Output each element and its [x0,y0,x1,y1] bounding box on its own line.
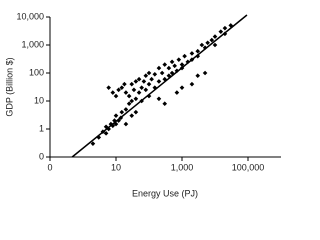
point [166,65,172,71]
point [212,34,218,39]
point [156,96,162,102]
point [179,62,185,67]
point [113,113,119,118]
y-axis-title: GDP (Billion $) [4,57,14,116]
point [199,42,205,48]
point [222,25,228,31]
point [146,81,152,87]
point [119,85,125,90]
point [110,90,116,95]
x-axis-title: Energy Use (PJ) [132,188,198,198]
point [123,90,129,95]
point [152,71,158,77]
trend-line [71,14,248,158]
point [162,101,168,107]
point [143,73,149,79]
point [123,107,129,112]
point [123,121,129,127]
point [174,90,180,95]
point [209,37,215,43]
x-tick-label: 10 [111,162,121,172]
point [195,73,201,79]
point [136,76,142,82]
point [146,70,152,76]
point [162,76,168,82]
point [182,53,187,59]
point [129,113,135,118]
point [122,81,127,87]
point [139,85,144,90]
point [185,59,191,65]
chart: Energy Use (PJ) GDP (Billion $) 01101001… [4,11,281,198]
point [156,79,162,84]
point [133,96,139,102]
point [141,79,147,84]
point [218,29,224,34]
y-tick-label: 1 [39,123,44,133]
point [116,87,121,93]
point [131,87,137,93]
point [136,90,142,95]
point [133,109,139,115]
point [205,40,210,46]
point [90,141,96,146]
point [156,65,162,71]
point [179,85,185,90]
point [159,70,165,76]
point [202,70,208,76]
point [228,23,234,28]
point [189,81,195,87]
y-tick-label: 0 [39,151,44,161]
point [195,48,201,54]
point [189,51,195,56]
point [172,63,177,69]
point [113,93,119,99]
point [106,85,111,90]
point [169,59,175,65]
point [129,81,135,87]
point [119,109,125,115]
point [162,62,168,67]
point [143,87,149,93]
y-tick-label: 100 [29,67,44,77]
point [176,57,182,62]
y-tick-label: 10 [34,95,44,105]
x-tick-label: 1,000 [171,162,194,172]
point [126,101,132,107]
y-tick-label: 10,000 [16,11,44,21]
x-tick-label: 0 [47,162,52,172]
point [149,76,154,82]
point [126,93,132,99]
point [152,85,158,90]
point [103,131,109,136]
y-tick-label: 1,000 [21,39,44,49]
point [129,98,135,104]
point [133,79,139,84]
x-tick-label: 100,000 [232,162,265,172]
point [212,42,218,48]
